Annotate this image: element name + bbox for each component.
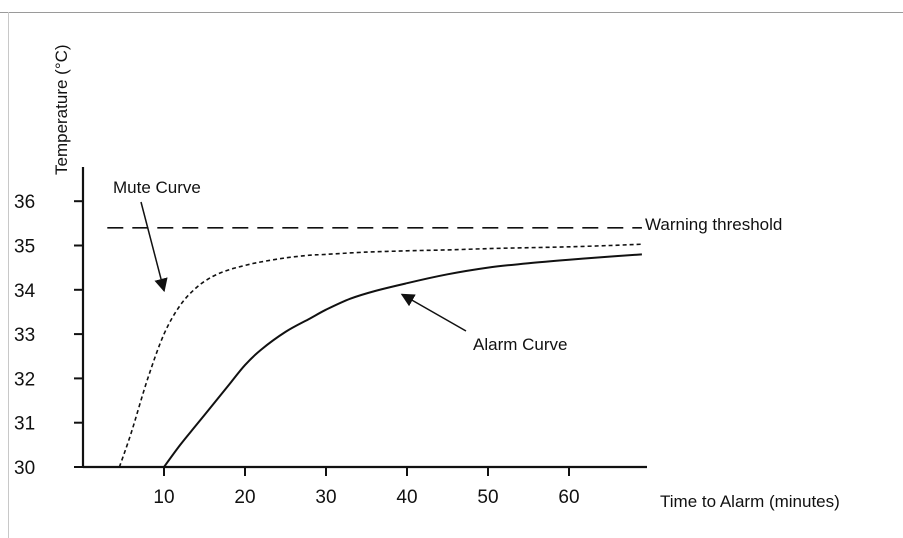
x-axis-title: Time to Alarm (minutes) bbox=[660, 492, 840, 511]
series bbox=[107, 227, 642, 468]
y-tick-label: 33 bbox=[14, 325, 35, 346]
y-tick-label: 31 bbox=[14, 414, 35, 435]
y-tick-label: 34 bbox=[14, 281, 36, 302]
annotation-alarm-arrow bbox=[400, 293, 467, 332]
annotation-alarm-curve: Alarm Curve bbox=[473, 335, 567, 354]
x-tick-label: 10 bbox=[153, 487, 174, 508]
y-tick-label: 32 bbox=[14, 369, 35, 390]
x-tick-label: 40 bbox=[396, 487, 417, 508]
frame-top-border bbox=[0, 12, 903, 13]
annotation-mute-arrow bbox=[140, 201, 168, 293]
annotations: Mute Curve Alarm Curve Warning threshold bbox=[113, 178, 782, 354]
annotation-mute-curve: Mute Curve bbox=[113, 178, 201, 197]
annotation-warning-threshold: Warning threshold bbox=[645, 215, 782, 234]
y-axis-title: Temperature (°C) bbox=[52, 44, 71, 175]
ticks: 30 31 32 33 34 35 36 10 20 30 40 50 60 bbox=[14, 192, 580, 508]
y-tick-label: 36 bbox=[14, 192, 35, 213]
series-line-alarm-curve bbox=[163, 253, 642, 468]
x-tick-label: 30 bbox=[315, 487, 336, 508]
x-tick-label: 50 bbox=[477, 487, 498, 508]
axes bbox=[81, 167, 647, 469]
series-line-mute-curve bbox=[118, 243, 642, 468]
y-tick-label: 35 bbox=[14, 237, 35, 258]
x-tick-label: 20 bbox=[234, 487, 255, 508]
y-tick-label: 30 bbox=[14, 458, 35, 479]
frame-left-border bbox=[8, 12, 9, 538]
x-tick-label: 60 bbox=[558, 487, 579, 508]
